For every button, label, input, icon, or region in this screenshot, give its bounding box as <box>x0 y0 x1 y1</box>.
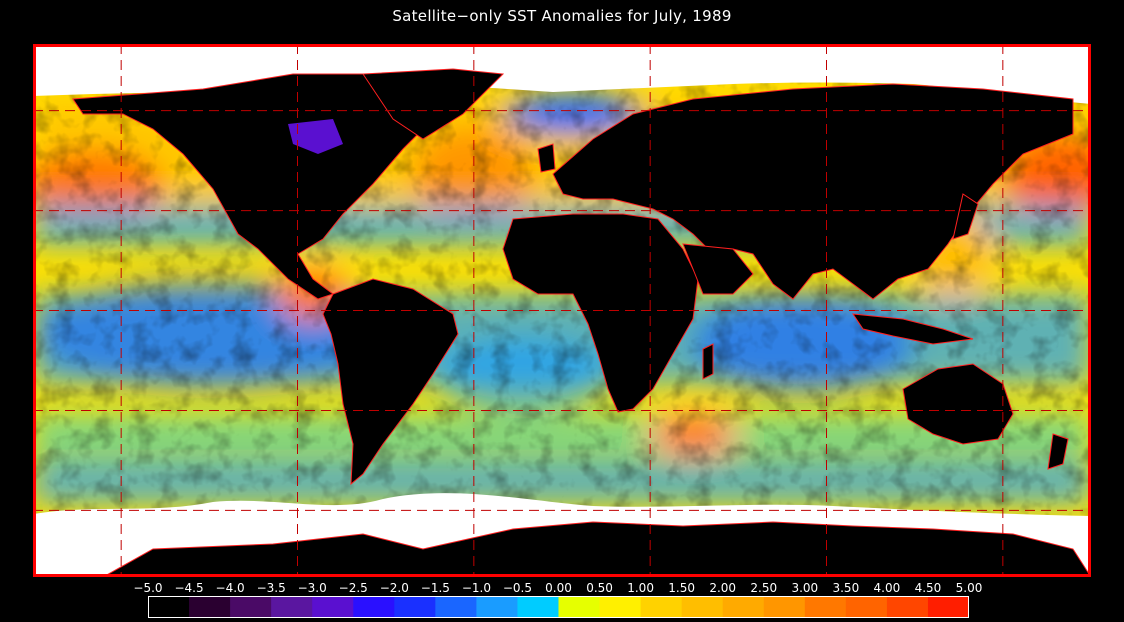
colorbar-tick-label: −2.0 <box>379 581 409 595</box>
colorbar <box>148 596 969 618</box>
colorbar-tick-label: 3.50 <box>832 581 860 595</box>
colorbar-bin <box>681 596 724 618</box>
colorbar-bin <box>640 596 683 618</box>
colorbar-tick-label: 5.00 <box>955 581 983 595</box>
colorbar-bin <box>353 596 395 618</box>
colorbar-tick-label: −0.5 <box>502 581 533 595</box>
colorbar-bin <box>722 596 765 618</box>
colorbar-bin <box>804 596 847 618</box>
colorbar-tick-label: 4.00 <box>873 581 901 595</box>
greenland <box>362 68 505 140</box>
colorbar-tick-label: 0.50 <box>586 581 613 595</box>
arabia <box>682 243 754 295</box>
colorbar-bin <box>189 596 231 618</box>
colorbar-tick-label: 2.00 <box>709 581 737 595</box>
colorbar-tick-label: 4.50 <box>914 581 942 595</box>
indonesia <box>851 313 974 345</box>
colorbar-bin <box>599 596 642 618</box>
colorbar-tick-labels: −5.0 −4.5 −4.0 −3.5 −3.0 −2.5 −2.0 −1.5 −1.0 −0.5… <box>0 581 1124 595</box>
australia <box>902 363 1014 445</box>
colorbar-bin <box>394 596 436 618</box>
colorbar-tick-label: 1.50 <box>668 581 695 595</box>
colorbar-bin <box>763 596 806 618</box>
colorbar-bin <box>558 596 601 618</box>
colorbar-tick-label: −4.0 <box>215 581 245 595</box>
antarctica <box>101 521 1091 577</box>
colorbar-tick-label: 3.00 <box>791 581 819 595</box>
landmasses <box>72 68 1091 577</box>
colorbar-bin <box>271 596 313 618</box>
japan <box>952 193 979 240</box>
colorbar-tick-label: −4.5 <box>174 581 204 595</box>
colorbar-tick-label: 1.00 <box>627 581 654 595</box>
colorbar-tick-label: −2.5 <box>338 581 368 595</box>
colorbar-bin <box>435 596 477 618</box>
colorbar-bin <box>927 596 969 618</box>
colorbar-tick-label: −1.0 <box>461 581 491 595</box>
new-zealand <box>1047 433 1069 470</box>
eurasia <box>552 83 1074 300</box>
colorbar-tick-label: 2.50 <box>750 581 778 595</box>
colorbar-tick-label: −3.0 <box>297 581 327 595</box>
colorbar-bin <box>148 596 190 618</box>
colorbar-bin <box>886 596 929 618</box>
colorbar-tick-label: −3.5 <box>256 581 286 595</box>
graticule <box>33 44 1091 577</box>
colorbar-bin <box>517 596 559 618</box>
colorbar-bin <box>312 596 354 618</box>
sst-anomaly-map <box>33 44 1091 577</box>
map-title: Satellite−only SST Anomalies for July, 1… <box>392 7 732 25</box>
colorbar-tick-label: −5.0 <box>133 581 163 595</box>
colorbar-bin <box>476 596 518 618</box>
hudson-bay <box>288 119 343 154</box>
uk <box>537 143 556 173</box>
colorbar-bin <box>230 596 272 618</box>
africa <box>502 213 699 413</box>
colorbar-tick-label: −1.5 <box>420 581 450 595</box>
south-america <box>322 278 459 486</box>
map-frame <box>33 44 1091 577</box>
colorbar-bin <box>845 596 888 618</box>
madagascar <box>702 343 714 380</box>
colorbar-tick-label: 0.00 <box>545 581 572 595</box>
